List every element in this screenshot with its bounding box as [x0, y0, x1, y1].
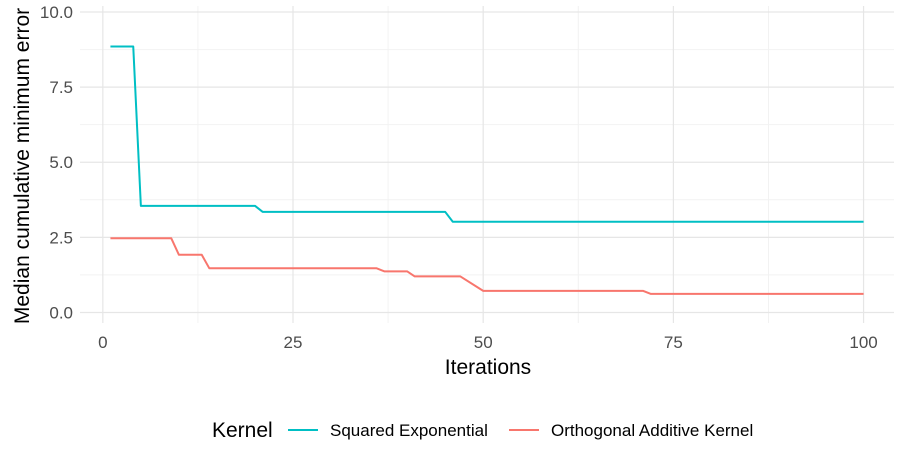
x-tick-label: 0 [98, 333, 107, 352]
major-grid [80, 6, 894, 323]
legend-title: Kernel [212, 419, 273, 442]
y-tick-labels: 0.0 2.5 5.0 7.5 10.0 [40, 3, 73, 322]
x-tick-label: 25 [284, 333, 303, 352]
y-tick-label: 2.5 [49, 228, 73, 247]
y-tick-label: 0.0 [49, 303, 73, 322]
x-tick-label: 50 [474, 333, 493, 352]
y-axis-title: Median cumulative minimum error [11, 8, 34, 324]
x-tick-labels: 0 25 50 75 100 [98, 333, 878, 352]
series-line-orthogonal-additive-kernel [110, 237, 864, 295]
minor-grid [80, 6, 894, 323]
x-tick-label: 75 [664, 333, 683, 352]
y-tick-label: 5.0 [49, 153, 73, 172]
series-layer [110, 45, 864, 295]
series-line-squared-exponential [110, 45, 864, 223]
y-tick-label: 10.0 [40, 3, 73, 22]
legend: Kernel Squared Exponential Orthogonal Ad… [212, 419, 753, 442]
legend-label-orthogonal-additive-kernel: Orthogonal Additive Kernel [551, 421, 753, 440]
y-tick-label: 7.5 [49, 78, 73, 97]
x-tick-label: 100 [849, 333, 877, 352]
legend-label-squared-exponential: Squared Exponential [330, 421, 488, 440]
x-axis-title: Iterations [445, 356, 531, 379]
